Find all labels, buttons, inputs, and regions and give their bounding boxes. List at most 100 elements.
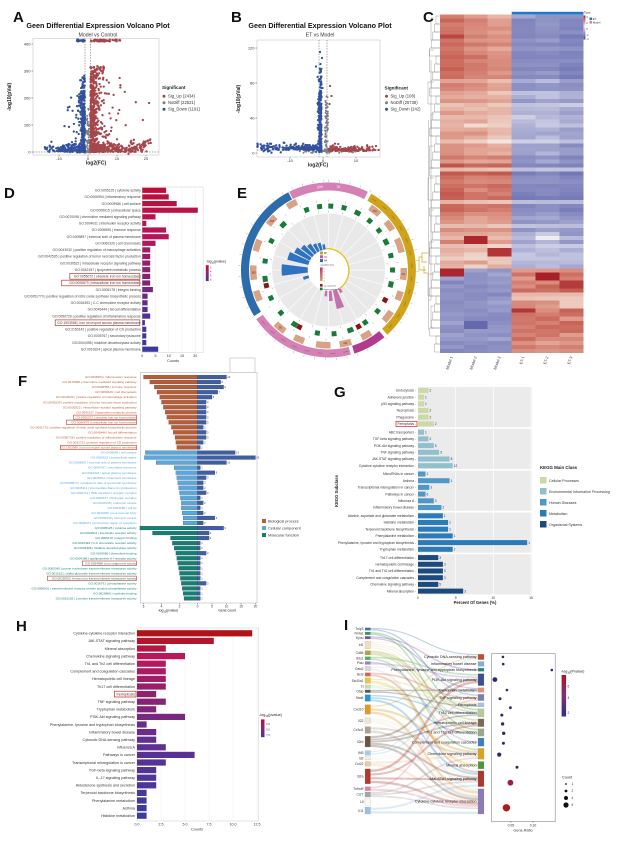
svg-text:Cytokine-cytokine receptor int: Cytokine-cytokine receptor interaction - (359, 464, 416, 468)
svg-text:GO:0005604 | basement membrane: GO:0005604 | basement membrane (87, 476, 137, 480)
svg-text:0: 0 (141, 354, 143, 358)
svg-text:2: 2 (454, 548, 456, 552)
svg-text:GO:1903988 | iron ion export a: GO:1903988 | iron ion export across plas… (57, 321, 141, 325)
svg-text:-log10(pVal): -log10(pVal) (7, 82, 13, 111)
svg-text:Phenylalanine, tyrosine and tr: Phenylalanine, tyrosine and tryptophan b… (338, 541, 416, 545)
svg-text:Mineral absorption -: Mineral absorption - (387, 589, 416, 593)
svg-text:H: H (16, 618, 27, 635)
svg-text:GO:0006954 | inflammatory resp: GO:0006954 | inflammatory response (84, 195, 141, 199)
svg-text:20: 20 (254, 605, 258, 609)
svg-text:Complement and coagulation cas: Complement and coagulation cascades (412, 740, 477, 744)
svg-text:B: B (231, 9, 242, 26)
svg-text:Hematopoietic cell lineage: Hematopoietic cell lineage (92, 677, 135, 681)
svg-text:Histidine metabolism -: Histidine metabolism - (384, 521, 416, 525)
svg-text:Transcriptional misregulation: Transcriptional misregulation in cancer (72, 761, 136, 765)
svg-text:10: 10 (354, 158, 359, 163)
svg-text:Il2ra: Il2ra (357, 775, 364, 779)
svg-text:PI3K-Akt signaling pathway -: PI3K-Akt signaling pathway - (374, 444, 416, 448)
svg-text:Terpenoid backbone biosynthesi: Terpenoid backbone biosynthesis - (365, 527, 416, 531)
svg-text:GO:0009897 | external side of: GO:0009897 | external side of plasma mem… (67, 235, 141, 239)
svg-text:4: 4 (568, 696, 570, 700)
svg-text:GO:0060326 | cell chemotaxis: GO:0060326 | cell chemotaxis (95, 390, 137, 394)
svg-text:Ccr7: Ccr7 (357, 793, 364, 797)
svg-text:Il22: Il22 (358, 719, 363, 723)
svg-text:Asthma -: Asthma - (403, 479, 416, 483)
svg-text:Gene.Ratio: Gene.Ratio (513, 828, 532, 832)
svg-text:Sig_Up (108): Sig_Up (108) (391, 94, 416, 99)
svg-text:Inflammatory bowel disease: Inflammatory bowel disease (431, 662, 477, 666)
svg-text:Phenylalanine, tyrosine and tr: Phenylalanine, tyrosine and tryptophan b… (391, 668, 476, 672)
svg-text:Complement and coagulation cas: Complement and coagulation cascades (70, 670, 135, 674)
svg-text:Th1 and Th2 cell differentiati: Th1 and Th2 cell differentiation (85, 662, 136, 666)
svg-text:Terpenoid backbone biosynthesi: Terpenoid backbone biosynthesis (80, 791, 135, 795)
svg-text:Chemokine signaling pathway: Chemokine signaling pathway (86, 654, 135, 658)
svg-text:Counts: Counts (167, 359, 179, 363)
svg-text:Human Diseases: Human Diseases (549, 501, 577, 505)
svg-text:Adherens junction -: Adherens junction - (388, 395, 416, 399)
svg-text:ABC transporters -: ABC transporters - (389, 430, 416, 434)
svg-text:GO:0009986 | cell surface: GO:0009986 | cell surface (101, 451, 137, 455)
svg-text:GO:0042157 | lipoprotein metab: GO:0042157 | lipoprotein metabolic proce… (76, 410, 137, 414)
svg-text:GO:0005178 | integrin binding: GO:0005178 | integrin binding (95, 536, 137, 540)
svg-text:Th17 cell differentiation: Th17 cell differentiation (438, 711, 476, 715)
svg-text:Irf1: Irf1 (359, 643, 364, 647)
svg-text:Plau: Plau (357, 661, 364, 665)
svg-text:40: 40 (250, 116, 255, 121)
svg-text:up regulated: up regulated (324, 284, 337, 287)
svg-text:5.0: 5.0 (266, 728, 270, 732)
svg-text:Asthma: Asthma (122, 806, 135, 810)
svg-text:3: 3 (430, 486, 432, 490)
svg-text:GO:0004398 | histidine decarbo: GO:0004398 | histidine decarboxylase act… (74, 546, 137, 550)
svg-text:12.5: 12.5 (254, 823, 261, 827)
svg-text:Cd86: Cd86 (356, 651, 364, 655)
svg-text:Mineral absorption: Mineral absorption (105, 647, 135, 651)
svg-text:PI3K-Akt signaling pathway: PI3K-Akt signaling pathway (90, 715, 135, 719)
svg-text:GO:0098574 | cytoplasmic side: GO:0098574 | cytoplasmic side of lysosom… (60, 481, 137, 485)
svg-text:0.0: 0.0 (135, 823, 140, 827)
svg-text:1: 1 (572, 782, 574, 786)
svg-text:GO:0030133 | transport vesicle: GO:0030133 | transport vesicle (94, 516, 137, 520)
svg-text:MF: MF (324, 261, 328, 263)
svg-text:-10: -10 (56, 156, 63, 161)
svg-text:2: 2 (572, 789, 574, 793)
svg-text:GO:0016324 | apical plasma mem: GO:0016324 | apical plasma membrane (82, 471, 137, 475)
svg-text:Model vs Control: Model vs Control (79, 33, 118, 39)
svg-text:GO:0005615 | extracellular spa: GO:0005615 | extracellular space (90, 208, 141, 212)
svg-text:400: 400 (24, 42, 31, 47)
svg-text:-log10(pvalue): -log10(pvalue) (320, 265, 334, 267)
svg-text:GO:0019956 | chemokine binding: GO:0019956 | chemokine binding (90, 551, 136, 555)
svg-text:GO:0005178 | integrin binding: GO:0005178 | integrin binding (96, 288, 141, 292)
svg-text:300: 300 (24, 69, 31, 74)
svg-text:Phagosome -: Phagosome - (396, 415, 416, 419)
svg-text:Ccl22: Ccl22 (355, 762, 364, 766)
svg-text:Tryptophan metabolism: Tryptophan metabolism (438, 688, 476, 692)
svg-text:Influenza A: Influenza A (117, 746, 136, 750)
svg-text:10: 10 (167, 354, 171, 358)
svg-text:GO:0042535 | positive regulati: GO:0042535 | positive regulation of tumo… (38, 255, 141, 259)
svg-text:Tnip3: Tnip3 (355, 627, 363, 631)
svg-text:Th17 cell differentiation: Th17 cell differentiation (97, 685, 135, 689)
svg-text:246: 246 (317, 185, 323, 190)
svg-text:Influenza A -: Influenza A - (398, 499, 416, 503)
svg-text:GO:0016493 | C-C chemokine rec: GO:0016493 | C-C chemokine receptor acti… (72, 541, 137, 545)
svg-text:C: C (423, 9, 434, 26)
svg-text:GO:0016791 | phosphatase activ: GO:0016791 | phosphatase activity (88, 582, 137, 586)
svg-text:Cytokine-cytokine receptor int: Cytokine-cytokine receptor interaction (73, 632, 135, 636)
svg-text:2: 2 (442, 506, 444, 510)
svg-text:7.5: 7.5 (207, 823, 212, 827)
svg-text:3: 3 (464, 589, 466, 593)
svg-text:10: 10 (115, 156, 120, 161)
svg-text:Sdc1: Sdc1 (356, 657, 364, 661)
svg-text:200: 200 (24, 96, 31, 101)
svg-text:GO:0050728 | positive regulati: GO:0050728 | positive regulation of infl… (56, 436, 137, 440)
svg-text:Pathways in cancer -: Pathways in cancer - (385, 492, 416, 496)
svg-text:down regulated: down regulated (324, 288, 340, 291)
svg-text:Gfap: Gfap (356, 690, 363, 694)
svg-text:GO:0042157 | lipoprotein metab: GO:0042157 | lipoprotein metabolic proce… (75, 268, 141, 272)
svg-text:Th1 and Th2 cell differentiati: Th1 and Th2 cell differentiation (426, 731, 477, 735)
svg-text:GO:0051770 | positive regulati: GO:0051770 | positive regulation of nitr… (30, 425, 137, 429)
svg-text:Significant: Significant (162, 85, 186, 90)
svg-text:Metabolism: Metabolism (549, 512, 567, 516)
svg-text:171: 171 (401, 272, 406, 276)
svg-text:GO:0015093 | ferrous iron tran: GO:0015093 | ferrous iron transmembrane … (52, 576, 137, 580)
